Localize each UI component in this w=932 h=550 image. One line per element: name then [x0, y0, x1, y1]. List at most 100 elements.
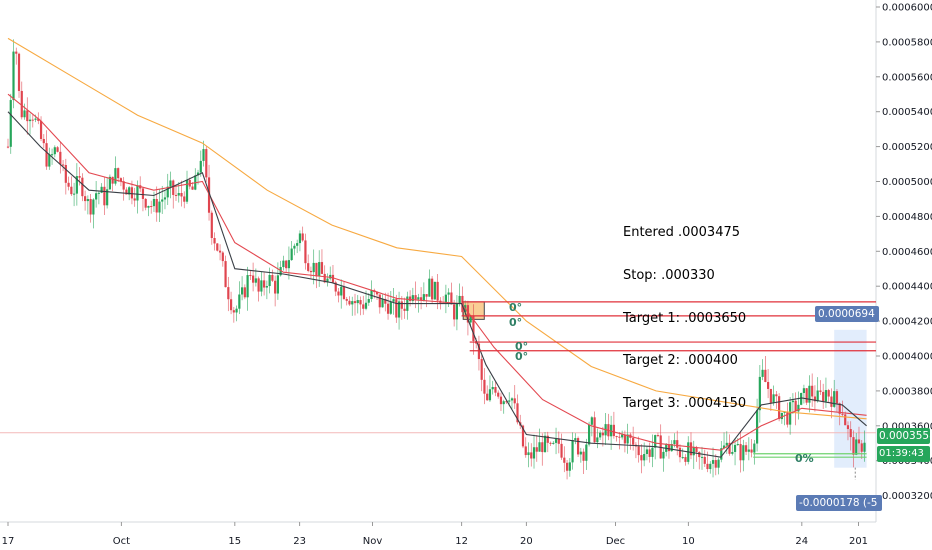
candle-body — [742, 445, 745, 461]
candle-body — [12, 51, 15, 101]
candle-body — [673, 440, 676, 445]
candle-body — [563, 457, 566, 463]
candle-body — [130, 187, 134, 199]
candle-body — [238, 294, 241, 309]
candle-body — [632, 437, 635, 445]
candle-body — [797, 404, 800, 412]
candle-body — [838, 403, 841, 414]
candle-body — [857, 439, 861, 444]
candle-body — [271, 275, 274, 281]
x-tick-label: 12 — [455, 536, 468, 547]
candle-body — [524, 446, 527, 456]
candle-body — [703, 456, 706, 464]
candle-body — [152, 198, 156, 207]
countdown-badge: 01:39:43 — [877, 446, 930, 462]
candle-body — [794, 400, 797, 412]
candle-body — [227, 287, 230, 300]
candle-body — [769, 388, 772, 403]
candle-body — [623, 434, 626, 444]
candle-body — [827, 390, 830, 397]
candle-body — [505, 401, 508, 403]
candle-body — [579, 451, 582, 455]
candle-body — [235, 308, 238, 313]
trade-annotation: Entered .0003475 Stop: .000330 Target 1:… — [623, 198, 746, 425]
candle-body — [86, 199, 89, 202]
x-tick-label: 201 — [849, 536, 868, 547]
candle-body — [747, 449, 750, 452]
candle-body — [767, 381, 770, 389]
candle-body — [453, 304, 456, 320]
candle-body — [17, 53, 21, 91]
candle-body — [640, 455, 643, 461]
candle-body — [265, 286, 268, 288]
candle-body — [375, 292, 379, 295]
candle-body — [298, 233, 302, 244]
candle-body — [191, 186, 194, 190]
candle-body — [466, 305, 470, 323]
candle-body — [158, 201, 161, 213]
candle-body — [331, 274, 335, 283]
candle-body — [395, 299, 398, 318]
candle-body — [557, 438, 560, 444]
candle-body — [736, 444, 739, 446]
candle-body — [510, 398, 514, 401]
candle-body — [161, 199, 164, 202]
candle-body — [59, 151, 62, 165]
y-tick-label: 0.0006000 — [882, 3, 932, 14]
candle-body — [172, 180, 175, 195]
candle-body — [425, 294, 428, 297]
candle-body — [744, 445, 748, 452]
candle-body — [846, 425, 850, 430]
y-tick-label: 0.0003800 — [882, 386, 932, 397]
time-axis: 17 Oct 15 23 Nov 12 20 Dec 10 24 201 — [2, 522, 868, 547]
candle-body — [678, 447, 682, 458]
candle-body — [408, 296, 412, 302]
candle-body — [23, 110, 26, 118]
y-tick-label: 0.0003600 — [882, 421, 932, 432]
candle-body — [786, 411, 789, 425]
candle-body — [117, 168, 120, 179]
candle-body — [229, 299, 233, 311]
x-tick-label: 24 — [795, 536, 808, 547]
annotation-line: Stop: .000330 — [623, 268, 715, 284]
candle-body — [196, 172, 200, 176]
candle-body — [436, 281, 439, 301]
candle-body — [340, 286, 343, 296]
candle-body — [516, 403, 519, 423]
annotation-line: Target 3: .0004150 — [623, 395, 747, 411]
candle-body — [252, 275, 255, 283]
candle-body — [791, 400, 794, 403]
candle-body — [841, 413, 844, 415]
candle-body — [593, 417, 596, 443]
candle-body — [42, 138, 45, 144]
moving-average-line — [7, 93, 867, 451]
candle-body — [144, 198, 147, 208]
candle-body — [775, 394, 778, 397]
candle-body — [296, 243, 299, 246]
candle-body — [772, 394, 775, 403]
candle-body — [692, 447, 695, 456]
candle-body — [202, 149, 205, 161]
candle-body — [133, 198, 136, 201]
candle-body — [469, 315, 472, 323]
y-tick-label: 0.0004800 — [882, 212, 932, 223]
candle-body — [177, 193, 180, 196]
annotation-line: Entered .0003475 — [623, 225, 741, 241]
candle-body — [249, 275, 252, 277]
candle-body — [370, 290, 373, 300]
candle-body — [802, 388, 806, 394]
candle-body — [210, 212, 213, 239]
candle-body — [26, 110, 29, 122]
candle-body — [315, 262, 318, 277]
y-tick-label: 0.0004200 — [882, 317, 932, 328]
candle-body — [384, 298, 387, 304]
candle-body — [422, 294, 425, 301]
candle-body — [397, 301, 401, 318]
candle-body — [695, 447, 698, 452]
candle-body — [654, 435, 657, 448]
candle-body — [618, 436, 621, 438]
candle-body — [546, 435, 549, 443]
annotation-line: Target 1: .0003650 — [623, 310, 747, 326]
candle-body — [706, 463, 709, 470]
